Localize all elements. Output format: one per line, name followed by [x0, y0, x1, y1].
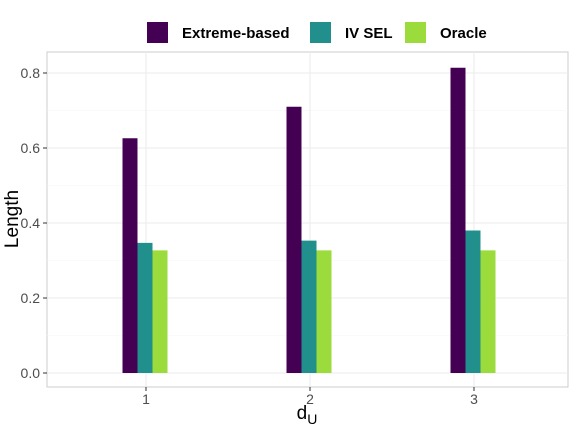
legend-key-oracle — [405, 22, 426, 43]
x-tick-label: 2 — [306, 391, 314, 407]
legend-key-iv-sel — [310, 22, 331, 43]
legend-label-oracle: Oracle — [440, 25, 487, 42]
legend: Extreme-based IV SEL Oracle — [147, 22, 487, 43]
bar-extreme-based-3 — [450, 67, 466, 373]
x-axis-title: dU — [297, 403, 318, 427]
bar-extreme-based-1 — [122, 138, 138, 373]
x-tick-label: 3 — [470, 391, 478, 407]
bar-oracle-1 — [152, 250, 168, 373]
y-tick-label: 0.4 — [21, 215, 41, 231]
y-tick-label: 0.0 — [21, 365, 41, 381]
bar-extreme-based-2 — [286, 106, 302, 373]
legend-label-extreme-based: Extreme-based — [182, 25, 290, 42]
y-axis-title: Length — [2, 190, 23, 248]
bar-iv-sel-3 — [465, 230, 481, 373]
bar-iv-sel-1 — [137, 242, 153, 373]
legend-label-iv-sel: IV SEL — [345, 25, 393, 42]
y-tick-label: 0.6 — [21, 140, 41, 156]
bar-oracle-3 — [480, 250, 496, 373]
legend-key-extreme-based — [147, 22, 168, 43]
y-tick-label: 0.8 — [21, 65, 41, 81]
x-axis-title-main: d — [297, 403, 308, 424]
x-axis-ticks: 1 2 3 — [142, 387, 478, 407]
bar-oracle-2 — [316, 250, 332, 373]
bars — [122, 67, 496, 373]
y-tick-label: 0.2 — [21, 290, 41, 306]
x-axis-title-subscript: U — [307, 411, 317, 427]
x-tick-label: 1 — [142, 391, 150, 407]
y-axis-ticks: 0.0 0.2 0.4 0.6 0.8 — [21, 65, 47, 381]
bar-iv-sel-2 — [301, 240, 317, 373]
